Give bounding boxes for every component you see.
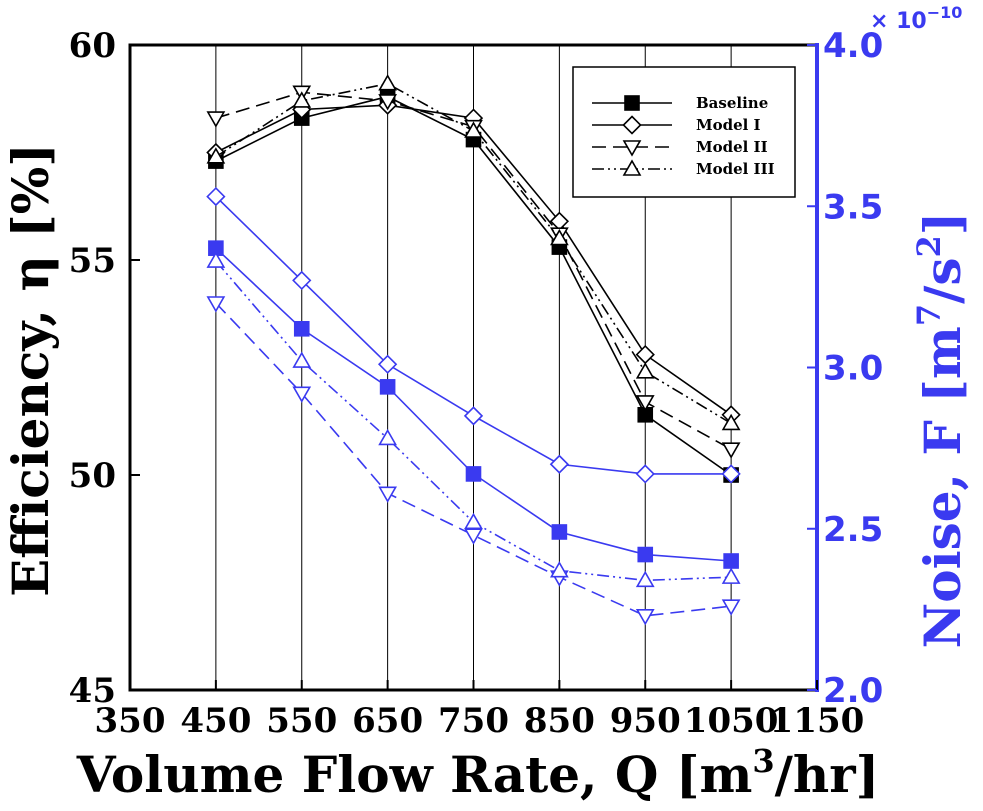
data-point bbox=[292, 351, 312, 368]
data-point bbox=[206, 111, 226, 128]
x-tick-label: 1150 bbox=[770, 701, 865, 741]
legend-label: Model III bbox=[696, 160, 775, 178]
legend-marker bbox=[624, 95, 640, 111]
data-point bbox=[721, 442, 741, 459]
y-left-tick-label: 45 bbox=[69, 671, 116, 711]
data-point bbox=[721, 413, 741, 431]
data-point bbox=[378, 486, 398, 503]
series-right-model-iii bbox=[206, 251, 741, 588]
data-point bbox=[635, 570, 655, 588]
y-right-tick-label: 3.5 bbox=[823, 187, 883, 227]
data-point bbox=[549, 561, 569, 578]
series-left-model-iii bbox=[206, 74, 741, 431]
series-layer bbox=[206, 74, 741, 626]
legend-label: Baseline bbox=[696, 94, 768, 112]
data-point bbox=[378, 428, 398, 446]
x-tick-label: 550 bbox=[266, 701, 337, 741]
y-right-tick-label: 2.5 bbox=[823, 510, 883, 550]
data-point bbox=[206, 251, 226, 268]
legend-marker bbox=[622, 140, 642, 157]
data-point bbox=[206, 186, 226, 207]
x-tick-label: 350 bbox=[95, 701, 166, 741]
data-point bbox=[292, 91, 312, 108]
data-point bbox=[378, 94, 398, 111]
data-point bbox=[635, 395, 655, 412]
x-tick-label: 850 bbox=[524, 701, 595, 741]
legend-label: Model II bbox=[696, 138, 768, 156]
data-point bbox=[293, 320, 310, 337]
legend-item-model-ii: Model II bbox=[592, 138, 768, 157]
y-right-tick-label: 4.0 bbox=[823, 26, 883, 66]
y-right-tick-label: 3.0 bbox=[823, 349, 883, 389]
x-tick-label: 1050 bbox=[684, 701, 779, 741]
data-point bbox=[721, 567, 741, 584]
data-point bbox=[721, 464, 741, 484]
legend-box bbox=[572, 66, 796, 198]
y-right-tick-label: 2.0 bbox=[823, 671, 883, 711]
data-point bbox=[635, 344, 655, 365]
legend: Baseline Model I Model II Model III bbox=[572, 66, 796, 198]
data-point bbox=[635, 362, 655, 379]
data-point bbox=[635, 464, 655, 484]
series-right-model-ii bbox=[206, 296, 741, 626]
y-left-tick-label: 50 bbox=[69, 456, 116, 496]
data-point bbox=[464, 512, 483, 530]
legend-item-model-i: Model I bbox=[592, 115, 761, 135]
data-point bbox=[549, 228, 569, 246]
x-tick-label: 450 bbox=[180, 701, 251, 741]
data-point bbox=[721, 599, 741, 616]
y-right-multiplier: × 10−10 bbox=[870, 3, 962, 34]
data-point bbox=[637, 546, 654, 563]
data-point bbox=[463, 406, 484, 426]
data-point bbox=[379, 379, 396, 395]
data-point bbox=[551, 524, 568, 540]
legend-marker bbox=[622, 115, 642, 135]
x-tick-label: 650 bbox=[352, 701, 423, 741]
x-tick-label: 950 bbox=[610, 701, 681, 741]
data-point bbox=[464, 121, 483, 138]
data-point bbox=[206, 147, 226, 164]
data-point bbox=[635, 609, 655, 626]
series-right-model-i bbox=[206, 186, 741, 484]
data-point bbox=[292, 270, 312, 291]
data-point bbox=[206, 296, 226, 313]
series-right-baseline bbox=[208, 240, 739, 569]
legend-item-baseline: Baseline bbox=[592, 94, 768, 112]
data-point bbox=[464, 528, 483, 545]
data-point bbox=[378, 74, 398, 91]
y-left-axis-label: Efficiency, η [%] bbox=[1, 143, 60, 597]
data-point bbox=[377, 354, 398, 374]
y-left-tick-label: 55 bbox=[69, 241, 116, 281]
data-point bbox=[465, 466, 482, 482]
legend-item-model-iii: Model III bbox=[592, 159, 775, 178]
y-left-tick-label: 60 bbox=[69, 26, 116, 66]
legend-label: Model I bbox=[696, 116, 761, 134]
x-axis-label: Volume Flow Rate, Q [m3/hr] bbox=[76, 742, 880, 804]
y-right-axis-label: Noise, F [m7/s2] bbox=[910, 212, 972, 649]
x-tick-label: 750 bbox=[438, 701, 509, 741]
data-point bbox=[292, 386, 312, 403]
data-point bbox=[549, 454, 570, 474]
legend-marker bbox=[622, 159, 642, 176]
data-point bbox=[723, 553, 739, 569]
